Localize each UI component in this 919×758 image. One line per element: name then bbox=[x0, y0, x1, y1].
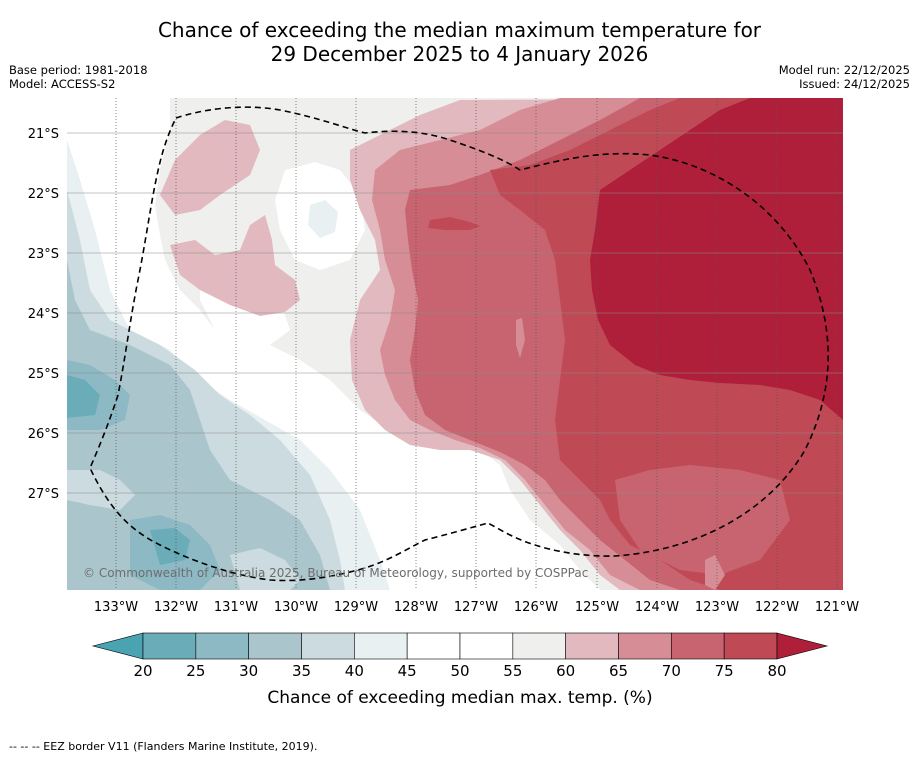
colorbar-tick-label: 45 bbox=[398, 662, 417, 680]
lon-label: 125°W bbox=[575, 600, 619, 615]
lon-label: 129°W bbox=[334, 600, 378, 615]
longitude-labels: 133°W 132°W 131°W 130°W 129°W 128°W 127°… bbox=[94, 600, 859, 615]
lat-label: 27°S bbox=[28, 487, 59, 502]
colorbar-segment bbox=[618, 632, 672, 660]
title-line-2: 29 December 2025 to 4 January 2026 bbox=[270, 42, 649, 66]
probability-field: © Commonwealth of Australia 2025, Bureau… bbox=[67, 98, 843, 590]
lon-label: 133°W bbox=[94, 600, 138, 615]
colorbar-segments bbox=[142, 632, 778, 660]
colorbar-low-extension bbox=[91, 632, 144, 660]
colorbar-tick-label: 20 bbox=[133, 662, 152, 680]
lon-label: 123°W bbox=[695, 600, 739, 615]
lat-label: 24°S bbox=[28, 307, 59, 322]
colorbar-tick-label: 60 bbox=[556, 662, 575, 680]
colorbar-segment bbox=[354, 632, 408, 660]
colorbar-tick-label: 75 bbox=[715, 662, 734, 680]
colorbar: 20 25 30 35 40 45 50 55 60 65 70 75 80 Chance of exc… bbox=[91, 632, 829, 708]
colorbar-tick-label: 30 bbox=[239, 662, 258, 680]
colorbar-tick-label: 50 bbox=[450, 662, 469, 680]
lon-label: 126°W bbox=[514, 600, 558, 615]
lon-label: 121°W bbox=[815, 600, 859, 615]
lon-label: 124°W bbox=[635, 600, 679, 615]
colorbar-segment bbox=[406, 632, 461, 660]
colorbar-tick-label: 80 bbox=[767, 662, 786, 680]
lat-label: 21°S bbox=[28, 127, 59, 142]
lon-label: 131°W bbox=[214, 600, 258, 615]
latitude-labels: 21°S 22°S 23°S 24°S 25°S 26°S 27°S bbox=[28, 127, 59, 502]
lat-label: 25°S bbox=[28, 367, 59, 382]
copyright-notice: © Commonwealth of Australia 2025, Bureau… bbox=[83, 566, 588, 580]
lon-label: 127°W bbox=[454, 600, 498, 615]
colorbar-tick-label: 70 bbox=[662, 662, 681, 680]
colorbar-segment bbox=[301, 632, 355, 660]
colorbar-segment bbox=[142, 632, 197, 660]
model-run: Model run: 22/12/2025 bbox=[778, 63, 910, 77]
lat-label: 26°S bbox=[28, 427, 59, 442]
title-line-1: Chance of exceeding the median maximum t… bbox=[157, 18, 762, 42]
lon-label: 128°W bbox=[394, 600, 438, 615]
eez-border bbox=[89, 106, 829, 582]
colorbar-segment bbox=[565, 632, 619, 660]
lat-label: 22°S bbox=[28, 187, 59, 202]
colorbar-tick-label: 65 bbox=[609, 662, 628, 680]
colorbar-segment bbox=[248, 632, 302, 660]
model-name: Model: ACCESS-S2 bbox=[9, 77, 116, 91]
colorbar-tick-label: 40 bbox=[345, 662, 364, 680]
run-info: Model run: 22/12/2025 Issued: 24/12/2025 bbox=[779, 63, 910, 91]
lat-label: 23°S bbox=[28, 247, 59, 262]
colorbar-segment bbox=[459, 632, 514, 660]
graticule bbox=[67, 98, 843, 590]
lon-label: 132°W bbox=[154, 600, 198, 615]
colorbar-segment bbox=[671, 632, 725, 660]
colorbar-segment bbox=[512, 632, 566, 660]
colorbar-tick-label: 35 bbox=[292, 662, 311, 680]
chart-title: Chance of exceeding the median maximum t… bbox=[0, 18, 919, 66]
issued-date: Issued: 24/12/2025 bbox=[799, 77, 910, 91]
model-info: Base period: 1981-2018 Model: ACCESS-S2 bbox=[9, 63, 148, 91]
eez-legend: -- -- -- EEZ border V11 (Flanders Marine… bbox=[9, 740, 318, 753]
base-period: Base period: 1981-2018 bbox=[9, 63, 148, 77]
colorbar-label: Chance of exceeding median max. temp. (%… bbox=[267, 688, 652, 708]
lon-label: 130°W bbox=[274, 600, 318, 615]
colorbar-tick-label: 25 bbox=[186, 662, 205, 680]
colorbar-tick-label: 55 bbox=[503, 662, 522, 680]
colorbar-segment bbox=[723, 632, 778, 660]
colorbar-segment bbox=[195, 632, 249, 660]
colorbar-ticks: 20 25 30 35 40 45 50 55 60 65 70 75 80 bbox=[133, 662, 786, 680]
lon-label: 122°W bbox=[755, 600, 799, 615]
colorbar-high-extension bbox=[776, 632, 829, 660]
